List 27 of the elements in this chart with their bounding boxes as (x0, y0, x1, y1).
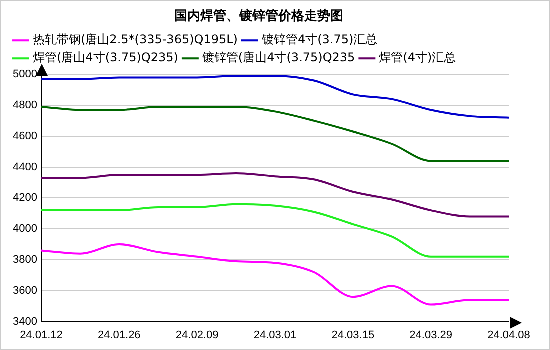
chart-title: 国内焊管、镀锌管价格走势图 (174, 8, 344, 24)
line-series (40, 106, 510, 162)
legend-label: 焊管(唐山4寸(3.75)Q235) (33, 50, 178, 65)
x-tick-label: 24.03.01 (254, 329, 297, 342)
x-tick-label: 24.04.08 (488, 329, 530, 342)
x-tick-label: 24.01.12 (20, 329, 63, 342)
y-tick-label: 3600 (12, 284, 38, 297)
x-tick-label: 24.01.26 (98, 329, 141, 342)
y-tick-label: 4200 (12, 192, 38, 204)
y-tick-label: 4800 (12, 100, 38, 112)
line-series (40, 244, 510, 306)
y-tick-label: 4000 (12, 223, 38, 236)
y-tick-label: 3400 (12, 316, 38, 328)
legend-label: 镀锌管(唐山4寸(3.75)Q235 (201, 50, 356, 65)
line-series (40, 172, 510, 218)
x-tick-label: 24.02.09 (176, 329, 219, 342)
line-series (40, 75, 510, 119)
y-tick-label: 4400 (12, 161, 38, 174)
y-tick-label: 4600 (12, 130, 38, 142)
legend-label: 焊管(4寸)汇总 (379, 50, 456, 65)
x-tick-label: 24.03.29 (410, 329, 452, 342)
x-tick-label: 24.03.15 (332, 329, 375, 342)
y-tick-label: 5000 (12, 68, 38, 81)
legend-label: 热轧带钢(唐山2.5*(335-365)Q195L) (33, 32, 238, 47)
legend-label: 镀锌管4寸(3.75)汇总 (260, 32, 378, 47)
y-tick-label: 3800 (12, 254, 38, 266)
line-series (40, 203, 510, 258)
